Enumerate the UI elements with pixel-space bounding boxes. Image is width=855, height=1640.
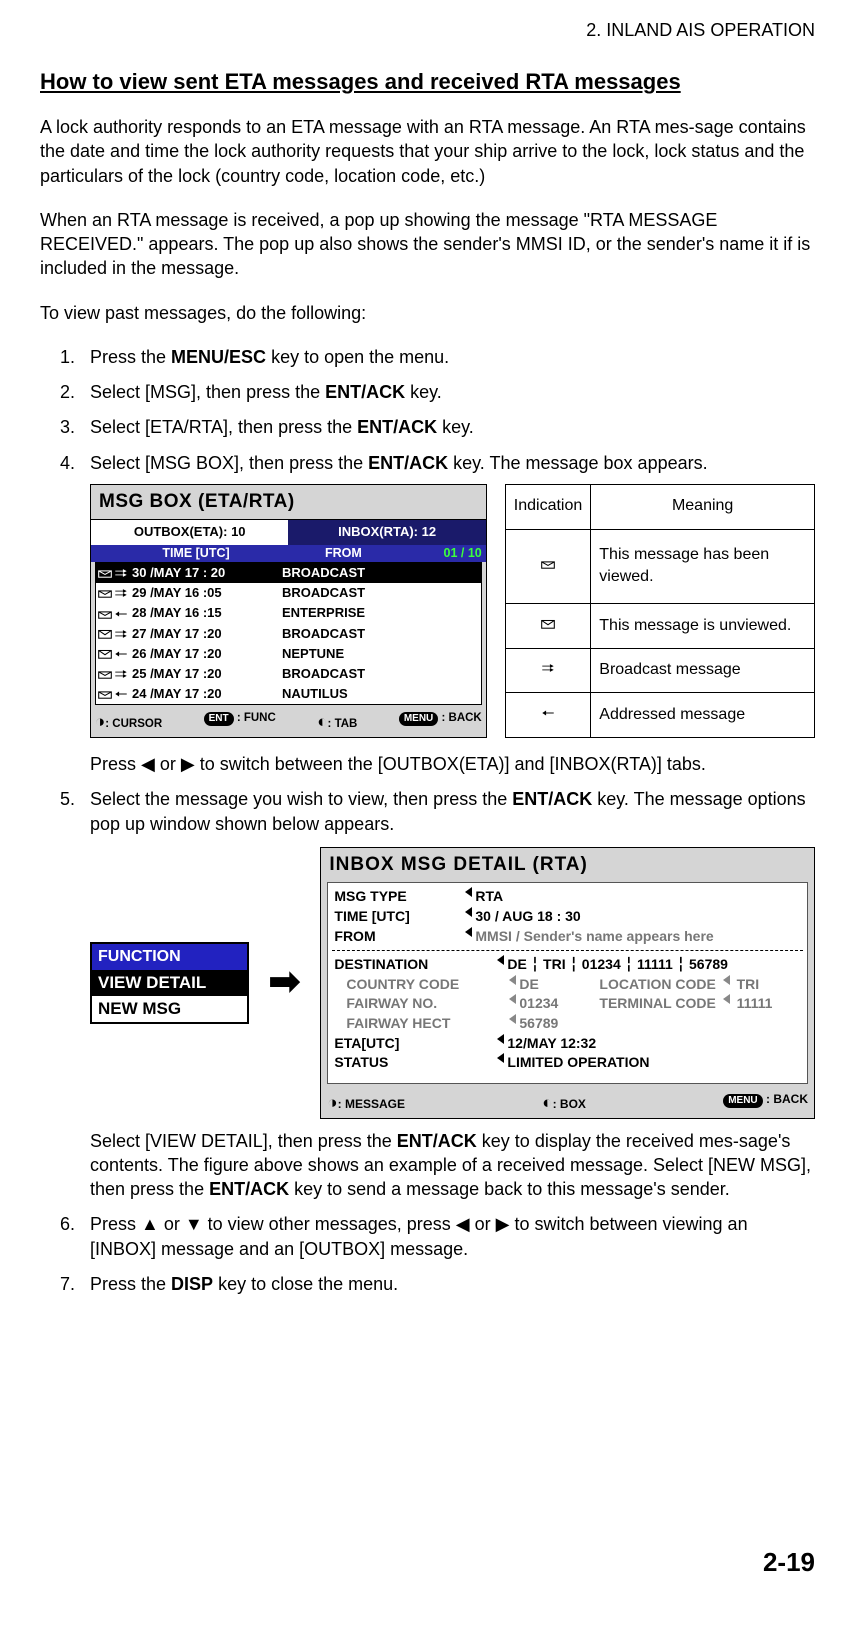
arrow-right-icon: ➡	[269, 956, 301, 1009]
function-new-msg[interactable]: NEW MSG	[92, 996, 247, 1022]
msgbox-title: MSG BOX (ETA/RTA)	[91, 485, 486, 520]
msgbox-row[interactable]: 26 /MAY 17 :20NEPTUNE	[96, 644, 481, 664]
function-view-detail[interactable]: VIEW DETAIL	[92, 970, 247, 996]
detail-footer: ◑: MESSAGE ◐: BOX MENU : BACK	[321, 1088, 814, 1118]
inbox-detail-figure: INBOX MSG DETAIL (RTA) MSG TYPERTA TIME …	[320, 847, 815, 1119]
paragraph: When an RTA message is received, a pop u…	[40, 208, 815, 281]
envelope-closed-icon	[541, 618, 555, 630]
chapter-header: 2. INLAND AIS OPERATION	[40, 20, 815, 41]
tab-outbox[interactable]: OUTBOX(ETA): 10	[91, 519, 288, 544]
step-4: Select [MSG BOX], then press the ENT/ACK…	[80, 451, 815, 777]
paragraph: To view past messages, do the following:	[40, 301, 815, 325]
step-2: Select [MSG], then press the ENT/ACK key…	[80, 380, 815, 405]
msgbox-row[interactable]: 27 /MAY 17 :20BROADCAST	[96, 624, 481, 644]
msgbox-row[interactable]: 25 /MAY 17 :20BROADCAST	[96, 664, 481, 684]
broadcast-arrow-icon	[541, 662, 555, 674]
msgbox-row[interactable]: 29 /MAY 16 :05BROADCAST	[96, 583, 481, 603]
msgbox-figure: MSG BOX (ETA/RTA) OUTBOX(ETA): 10 INBOX(…	[90, 484, 487, 738]
indication-table: IndicationMeaning This message has been …	[505, 484, 815, 738]
section-title: How to view sent ETA messages and receiv…	[40, 69, 815, 95]
step4-post-text: Press ◀ or ▶ to switch between the [OUTB…	[90, 752, 815, 776]
step-7: Press the DISP key to close the menu.	[80, 1272, 815, 1297]
function-header: FUNCTION	[92, 944, 247, 970]
msgbox-footer: ◑: CURSOR ENT : FUNC ◐: TAB MENU : BACK	[91, 707, 486, 737]
msgbox-header-row: TIME [UTC] FROM 01 / 10	[91, 545, 486, 563]
step-3: Select [ETA/RTA], then press the ENT/ACK…	[80, 415, 815, 440]
msgbox-row[interactable]: 30 /MAY 17 : 20BROADCAST	[96, 563, 481, 583]
page-number: 2-19	[40, 1547, 815, 1608]
function-popup: FUNCTION VIEW DETAIL NEW MSG	[90, 942, 249, 1024]
step-1: Press the MENU/ESC key to open the menu.	[80, 345, 815, 370]
step-5: Select the message you wish to view, the…	[80, 787, 815, 1202]
detail-title: INBOX MSG DETAIL (RTA)	[321, 848, 814, 883]
step-6: Press ▲ or ▼ to view other messages, pre…	[80, 1212, 815, 1262]
paragraph: A lock authority responds to an ETA mess…	[40, 115, 815, 188]
envelope-open-icon	[541, 558, 555, 570]
step5-post-text: Select [VIEW DETAIL], then press the ENT…	[90, 1129, 815, 1202]
msgbox-row[interactable]: 24 /MAY 17 :20NAUTILUS	[96, 684, 481, 704]
msgbox-list: 30 /MAY 17 : 20BROADCAST29 /MAY 16 :05BR…	[95, 562, 482, 705]
tab-inbox[interactable]: INBOX(RTA): 12	[288, 519, 485, 544]
msgbox-row[interactable]: 28 /MAY 16 :15ENTERPRISE	[96, 603, 481, 623]
addressed-arrow-icon	[541, 707, 555, 719]
